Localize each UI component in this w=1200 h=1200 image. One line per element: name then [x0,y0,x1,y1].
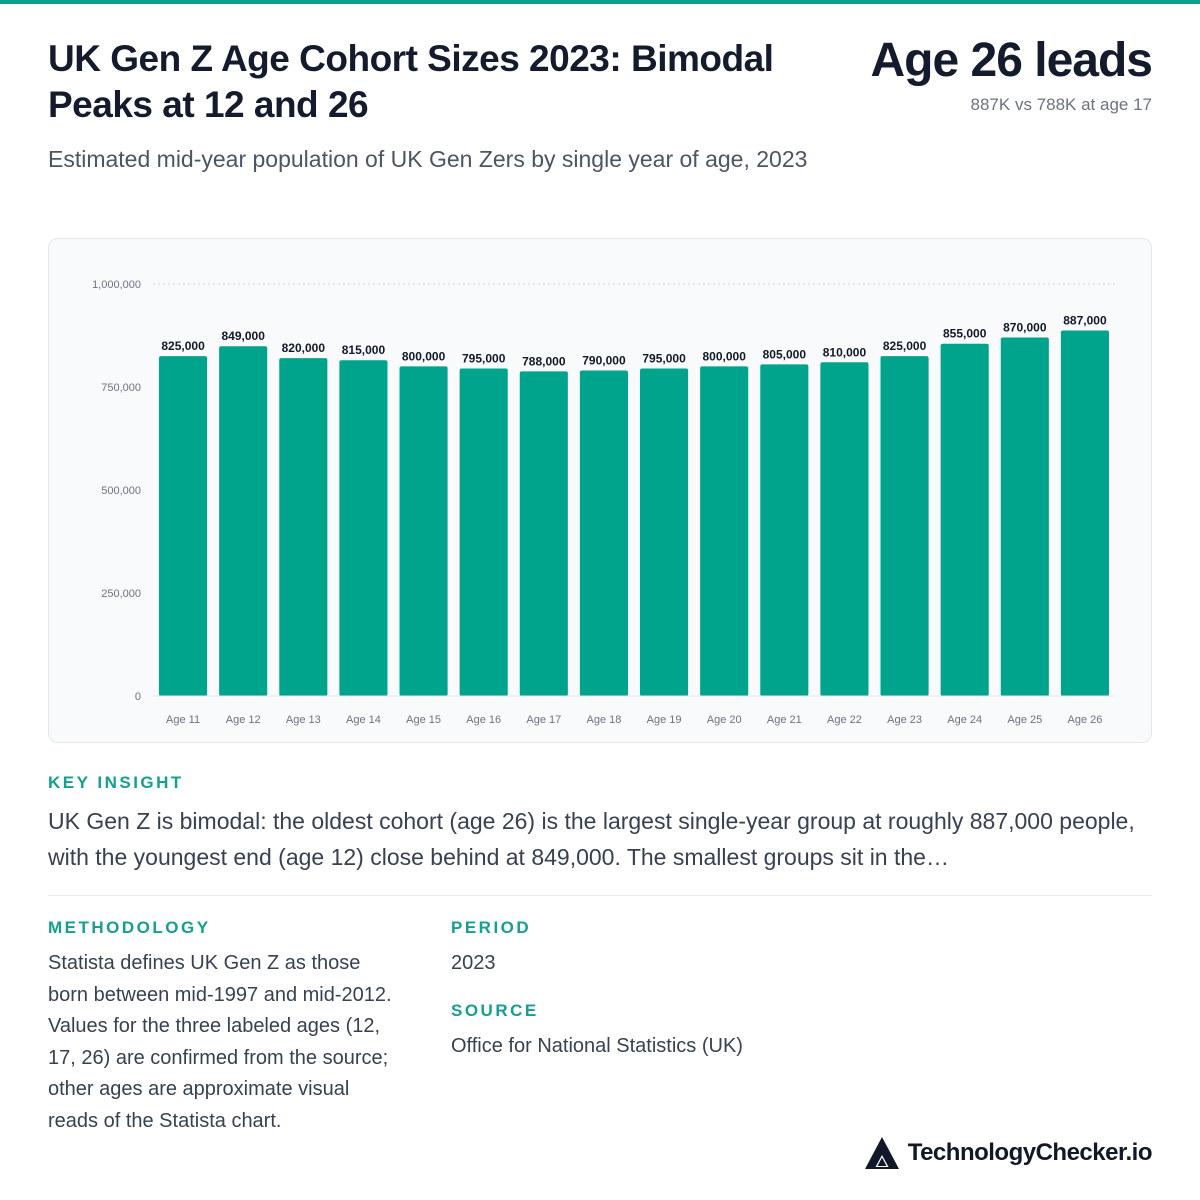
x-tick-label: Age 15 [406,714,441,726]
bar [279,358,328,696]
bar [700,366,749,696]
bar-value-label: 870,000 [1003,321,1047,335]
x-tick-label: Age 16 [466,714,501,726]
x-tick-label: Age 17 [526,714,561,726]
bar [459,368,508,696]
section-divider [48,895,1152,896]
x-tick-label: Age 26 [1068,714,1103,726]
y-tick-label: 0 [135,691,141,703]
bar-value-label: 788,000 [522,354,566,368]
bar-value-label: 800,000 [402,349,446,363]
x-tick-label: Age 20 [707,714,742,726]
value-labels: 825,000 849,000 820,000 815,000 800,000 795,0… [161,314,1107,369]
chart-card: 0 250,000 500,000 750,000 1,000,000 825,000 8… [48,238,1152,743]
bar-value-label: 887,000 [1063,314,1107,328]
chart-title: UK Gen Z Age Cohort Sizes 2023: Bimodal … [48,38,774,125]
bar [399,366,448,696]
chart-subtitle: Estimated mid-year population of UK Gen … [48,146,808,172]
bar-value-label: 800,000 [702,349,746,363]
bar [640,368,689,696]
y-tick-label: 750,000 [101,382,141,394]
bar-value-label: 825,000 [883,339,927,353]
bar [1000,337,1049,696]
x-tick-label: Age 11 [166,714,200,726]
bar [339,360,388,696]
x-tick-label: Age 21 [767,714,802,726]
bar [820,362,869,696]
key-insight-text: UK Gen Z is bimodal: the oldest cohort (… [48,808,1135,870]
triangle-logo-icon [864,1137,899,1169]
bar-value-label: 815,000 [342,343,386,357]
bar-value-label: 790,000 [582,354,626,368]
key-insight-label: KEY INSIGHT [48,773,184,792]
x-tick-label: Age 25 [1007,714,1042,726]
bar-value-label: 825,000 [161,339,205,353]
y-axis: 0 250,000 500,000 750,000 1,000,000 [92,279,1115,703]
source-value: Office for National Statistics (UK) [451,1035,743,1057]
y-tick-label: 1,000,000 [92,279,141,291]
period-label: PERIOD [451,918,532,937]
x-tick-label: Age 12 [226,714,261,726]
brand: TechnologyChecker.io [864,1135,1153,1171]
x-tick-label: Age 18 [587,714,622,726]
y-tick-label: 250,000 [101,588,141,600]
top-accent-rule [0,0,1200,4]
bar [159,356,208,696]
methodology-label: METHODOLOGY [48,918,211,937]
bar [579,370,628,696]
headline-stat: Age 26 leads [870,34,1153,87]
bar [219,346,268,696]
methodology-text: Statista defines UK Gen Z as those born … [48,952,392,1132]
y-tick-label: 500,000 [101,485,141,497]
x-tick-label: Age 14 [346,714,381,726]
bar-value-label: 805,000 [763,347,807,361]
headline-comparison: 887K vs 788K at age 17 [970,95,1152,114]
bar-value-label: 855,000 [943,327,987,341]
bar [880,356,929,696]
x-tick-label: Age 13 [286,714,321,726]
bar-value-label: 849,000 [221,329,265,343]
bar-value-label: 820,000 [282,341,326,355]
bars [159,330,1109,696]
x-tick-label: Age 24 [947,714,982,726]
bar [1060,330,1109,696]
bar-value-label: 795,000 [462,351,506,365]
bar [519,371,568,696]
bar [760,364,809,696]
brand-name: TechnologyChecker.io [907,1139,1153,1166]
period-value: 2023 [451,952,496,974]
x-axis: Age 11 Age 12 Age 13 Age 14 Age 15 Age 16 Age … [153,695,1115,726]
x-tick-label: Age 19 [647,714,682,726]
bar-value-label: 810,000 [823,345,867,359]
source-label: SOURCE [451,1001,539,1020]
x-tick-label: Age 23 [887,714,922,726]
bar-value-label: 795,000 [642,351,686,365]
bar [940,343,989,696]
x-tick-label: Age 22 [827,714,862,726]
